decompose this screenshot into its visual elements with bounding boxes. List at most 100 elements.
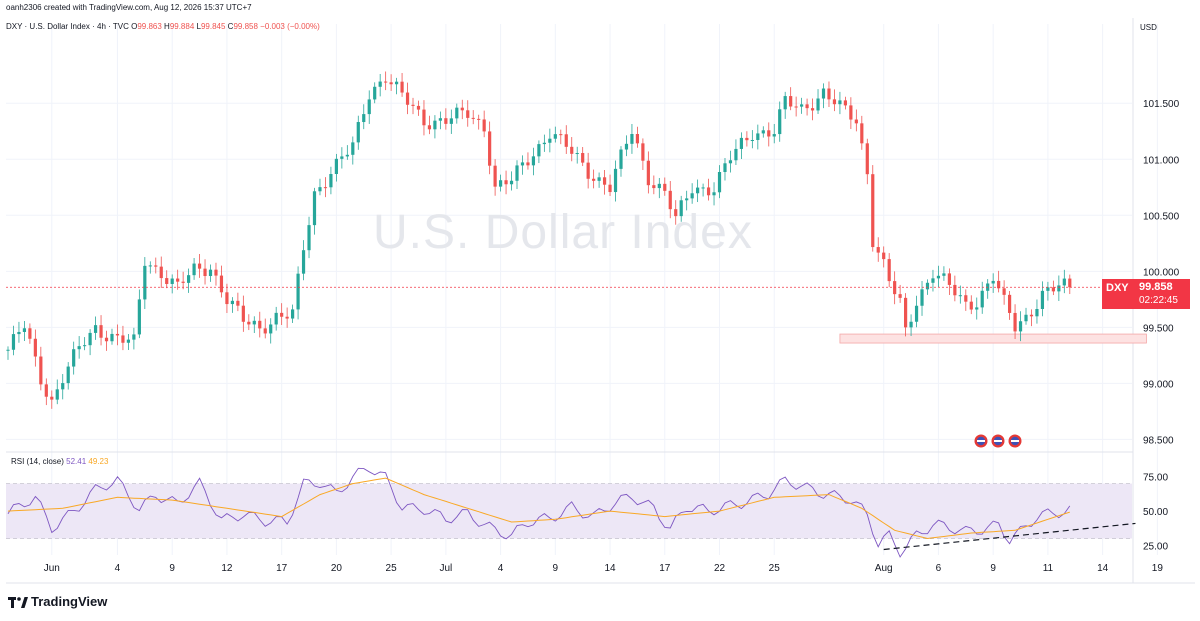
currency-label[interactable]: USD — [1140, 23, 1157, 32]
candle-body — [942, 273, 946, 276]
candle-body — [269, 324, 273, 334]
time-axis: Jun4912172025Jul4914172225Aug6911141922 — [44, 563, 1164, 574]
candle-body — [285, 316, 289, 319]
rsi-value: 52.41 — [66, 457, 87, 466]
candle-body — [61, 383, 65, 390]
candle-body — [800, 104, 804, 107]
candle-body — [411, 104, 415, 106]
candle-body — [280, 312, 284, 317]
candle-body — [394, 81, 399, 85]
last-price-tag: DXY 99.858 02:22:45 — [1102, 279, 1190, 309]
low-label: L — [196, 22, 201, 31]
candle-body — [679, 200, 683, 217]
candle-body — [980, 290, 984, 308]
candle-body — [767, 130, 771, 137]
candle-body — [318, 187, 322, 192]
price-tick-label: 100.500 — [1143, 211, 1180, 222]
candle-body — [93, 325, 98, 333]
candle-body — [176, 278, 180, 282]
candle-body — [197, 263, 202, 269]
candle-body — [378, 81, 382, 87]
time-tick-label: 9 — [990, 563, 996, 574]
candle-body — [668, 190, 672, 210]
candle-body — [170, 278, 174, 284]
candle-body — [608, 184, 612, 193]
candle-body — [991, 280, 995, 284]
candles — [6, 71, 1072, 409]
candle-body — [367, 99, 371, 115]
candle-body — [83, 345, 87, 347]
event-flag-icon[interactable] — [974, 434, 988, 448]
candle-body — [871, 174, 875, 248]
candle-body — [455, 107, 459, 119]
candle-body — [674, 209, 678, 217]
tradingview-logo[interactable]: TradingView — [8, 594, 107, 609]
candle-body — [203, 268, 207, 277]
candle-body — [373, 86, 377, 100]
rsi-legend[interactable]: RSI (14, close) 52.41 49.23 — [11, 457, 108, 466]
time-tick-label: 17 — [276, 563, 288, 574]
price-tick-label: 101.000 — [1143, 155, 1180, 166]
candle-body — [11, 334, 16, 350]
candle-body — [115, 333, 120, 336]
candle-body — [663, 183, 667, 191]
candle-body — [1029, 314, 1034, 317]
candle-body — [810, 108, 815, 111]
event-flag-icon[interactable] — [1008, 434, 1022, 448]
candle-body — [460, 107, 464, 111]
candle-body — [22, 328, 27, 332]
candle-body — [110, 333, 114, 342]
candle-body — [931, 278, 935, 283]
event-flag-icon[interactable] — [991, 434, 1005, 448]
candle-body — [104, 337, 109, 342]
candle-body — [914, 305, 919, 322]
support-zone — [839, 333, 1147, 344]
candle-body — [969, 301, 973, 310]
candle-body — [794, 106, 798, 108]
candle-body — [405, 92, 410, 105]
tradingview-logo-icon — [8, 597, 28, 609]
candle-body — [258, 320, 262, 329]
rsi-name: RSI (14, close) — [11, 457, 64, 466]
candle-body — [181, 281, 185, 283]
time-tick-label: 4 — [115, 563, 121, 574]
candle-body — [849, 105, 853, 120]
candle-body — [761, 130, 765, 134]
candle-body — [526, 162, 530, 166]
candle-body — [854, 119, 858, 124]
candle-body — [307, 225, 311, 251]
time-tick-label: 20 — [331, 563, 343, 574]
candle-body — [712, 192, 716, 196]
rsi-ma-value: 49.23 — [88, 457, 109, 466]
candle-body — [739, 137, 744, 149]
candle-body — [975, 307, 979, 310]
candle-body — [400, 81, 404, 93]
candle-body — [1018, 321, 1023, 332]
price-tick-label: 101.500 — [1143, 99, 1180, 110]
candle-body — [827, 88, 831, 100]
rsi-lines — [7, 467, 1136, 558]
candle-body — [6, 349, 10, 351]
price-tick-label: 100.000 — [1143, 267, 1180, 278]
candle-body — [252, 320, 256, 325]
candle-body — [734, 148, 738, 161]
price-tick-label: 98.500 — [1143, 435, 1174, 446]
candle-body — [860, 123, 864, 144]
candle-body — [717, 172, 722, 193]
candle-body — [219, 275, 224, 293]
candle-body — [225, 292, 229, 305]
time-tick-label: 14 — [604, 563, 616, 574]
candle-body — [323, 187, 328, 189]
rsi-tick-label: 25.00 — [1143, 541, 1168, 552]
candle-body — [920, 289, 924, 306]
candle-body — [143, 265, 147, 300]
symbol-legend[interactable]: DXY · U.S. Dollar Index · 4h · TVC O99.8… — [6, 22, 320, 31]
candle-body — [345, 154, 349, 157]
candle-body — [613, 168, 618, 193]
time-tick-label: Aug — [875, 563, 893, 574]
time-tick-label: Jul — [439, 563, 452, 574]
candle-body — [843, 100, 847, 106]
candle-body — [832, 99, 837, 105]
candle-body — [263, 328, 267, 334]
time-tick-label: 12 — [221, 563, 233, 574]
